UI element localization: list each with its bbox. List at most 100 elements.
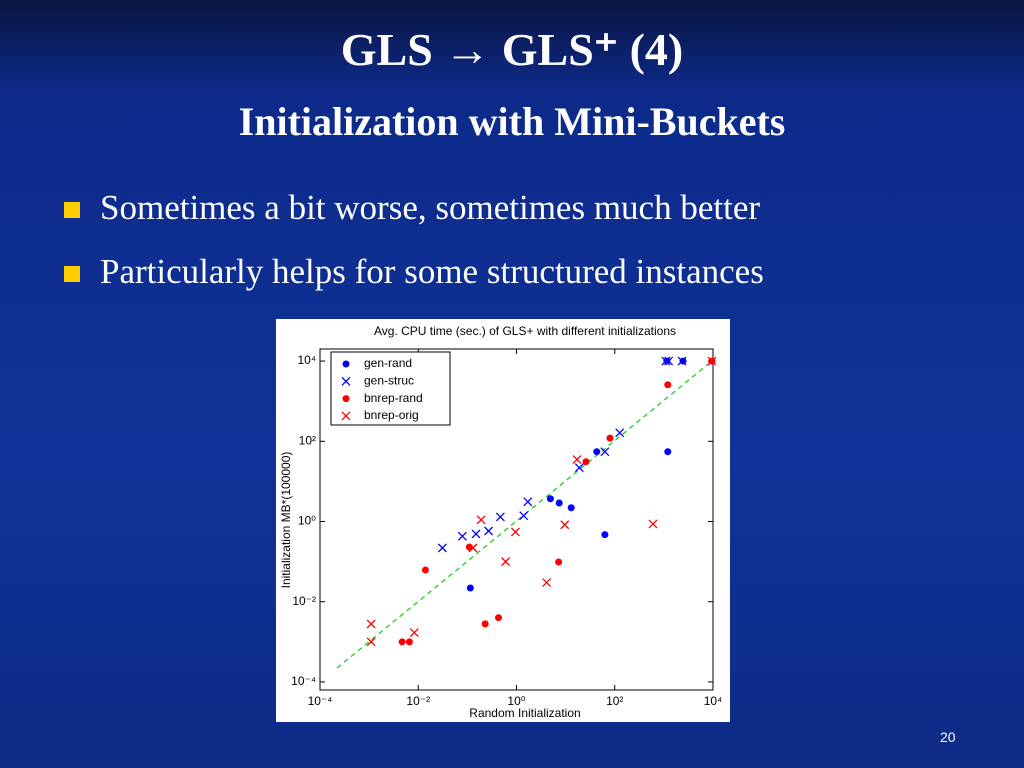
- point: [572, 455, 582, 465]
- y-tick-label: 10²: [299, 433, 316, 447]
- point-stroke: [457, 531, 467, 541]
- point: [366, 637, 376, 647]
- legend-marker: [342, 360, 350, 368]
- y-tick-label: 10⁴: [297, 353, 316, 367]
- point: [542, 578, 552, 588]
- point: [555, 499, 563, 507]
- point: [494, 614, 502, 622]
- point-stroke: [471, 529, 481, 539]
- point: [468, 543, 478, 553]
- y-tick-label: 10⁻²: [292, 594, 316, 608]
- point: [593, 448, 601, 456]
- point-stroke: [574, 463, 584, 473]
- y-tick-label: 10⁰: [298, 514, 316, 528]
- point: [560, 520, 570, 530]
- point-stroke: [542, 578, 552, 588]
- x-tick-label: 10⁰: [507, 694, 525, 708]
- x-tick-label: 10⁴: [704, 694, 723, 708]
- bullet: Sometimes a bit worse, sometimes much be…: [100, 188, 761, 227]
- point-stroke: [366, 619, 376, 629]
- point-stroke: [677, 356, 687, 366]
- point: [661, 356, 671, 366]
- x-tick-label: 10²: [606, 694, 623, 708]
- point-stroke: [648, 519, 658, 529]
- point: [567, 504, 575, 512]
- point: [437, 543, 447, 553]
- bullet-marker: [64, 202, 80, 218]
- point-stroke: [501, 557, 511, 567]
- point: [421, 566, 429, 574]
- point-stroke: [560, 520, 570, 530]
- point: [495, 512, 505, 522]
- point: [523, 497, 533, 507]
- point-stroke: [366, 637, 376, 647]
- legend-label: bnrep-orig: [364, 408, 419, 422]
- slide-title: GLS → GLS⁺ (4): [340, 24, 684, 75]
- point-stroke: [707, 356, 717, 366]
- legend-marker: [341, 376, 351, 386]
- point-stroke: [519, 511, 529, 521]
- bullet-marker: [64, 266, 80, 282]
- point: [457, 531, 467, 541]
- point-stroke: [523, 497, 533, 507]
- bullet: Particularly helps for some structured i…: [100, 252, 764, 291]
- point: [398, 638, 406, 646]
- legend-label: gen-rand: [364, 356, 412, 370]
- y-axis-label: Initialization MB*(100000): [279, 452, 293, 589]
- point: [519, 511, 529, 521]
- y-tick-label: 10⁻⁴: [291, 674, 316, 688]
- point: [664, 356, 674, 366]
- point-stroke: [664, 356, 674, 366]
- page-number: 20: [940, 729, 956, 745]
- point: [405, 638, 413, 646]
- point: [484, 526, 494, 536]
- slide-subtitle: Initialization with Mini-Buckets: [238, 99, 786, 144]
- x-tick-label: 10⁻²: [406, 694, 430, 708]
- legend-label: gen-struc: [364, 373, 414, 387]
- chart: Avg. CPU time (sec.) of GLS+ with differ…: [276, 319, 730, 722]
- point-stroke: [437, 543, 447, 553]
- point: [663, 357, 671, 365]
- x-axis-label: Random Initialization: [469, 706, 580, 720]
- point-stroke: [468, 543, 478, 553]
- point-stroke: [600, 447, 610, 457]
- legend-marker: [342, 395, 350, 403]
- point: [471, 529, 481, 539]
- point: [476, 515, 486, 525]
- point: [664, 381, 672, 389]
- point: [601, 531, 609, 539]
- point: [582, 458, 590, 466]
- point-stroke: [510, 527, 520, 537]
- point: [481, 620, 489, 628]
- point: [546, 495, 554, 503]
- point: [615, 428, 625, 438]
- point-stroke: [495, 512, 505, 522]
- point: [600, 447, 610, 457]
- legend-marker-stroke: [341, 376, 351, 386]
- point: [664, 448, 672, 456]
- point-stroke: [409, 628, 419, 638]
- point-stroke: [484, 526, 494, 536]
- legend-label: bnrep-rand: [364, 391, 423, 405]
- point-stroke: [572, 455, 582, 465]
- point-stroke: [661, 356, 671, 366]
- point: [555, 558, 563, 566]
- point: [574, 463, 584, 473]
- legend-marker: [341, 411, 351, 421]
- point-stroke: [615, 428, 625, 438]
- point: [707, 356, 717, 366]
- point: [510, 527, 520, 537]
- point: [677, 356, 687, 366]
- point: [466, 584, 474, 592]
- chart-title: Avg. CPU time (sec.) of GLS+ with differ…: [374, 324, 676, 338]
- point: [606, 434, 614, 442]
- point: [501, 557, 511, 567]
- point: [409, 628, 419, 638]
- point: [366, 619, 376, 629]
- point: [648, 519, 658, 529]
- x-tick-label: 10⁻⁴: [308, 694, 333, 708]
- legend-box: [330, 351, 451, 426]
- point-stroke: [476, 515, 486, 525]
- legend-marker-stroke: [341, 411, 351, 421]
